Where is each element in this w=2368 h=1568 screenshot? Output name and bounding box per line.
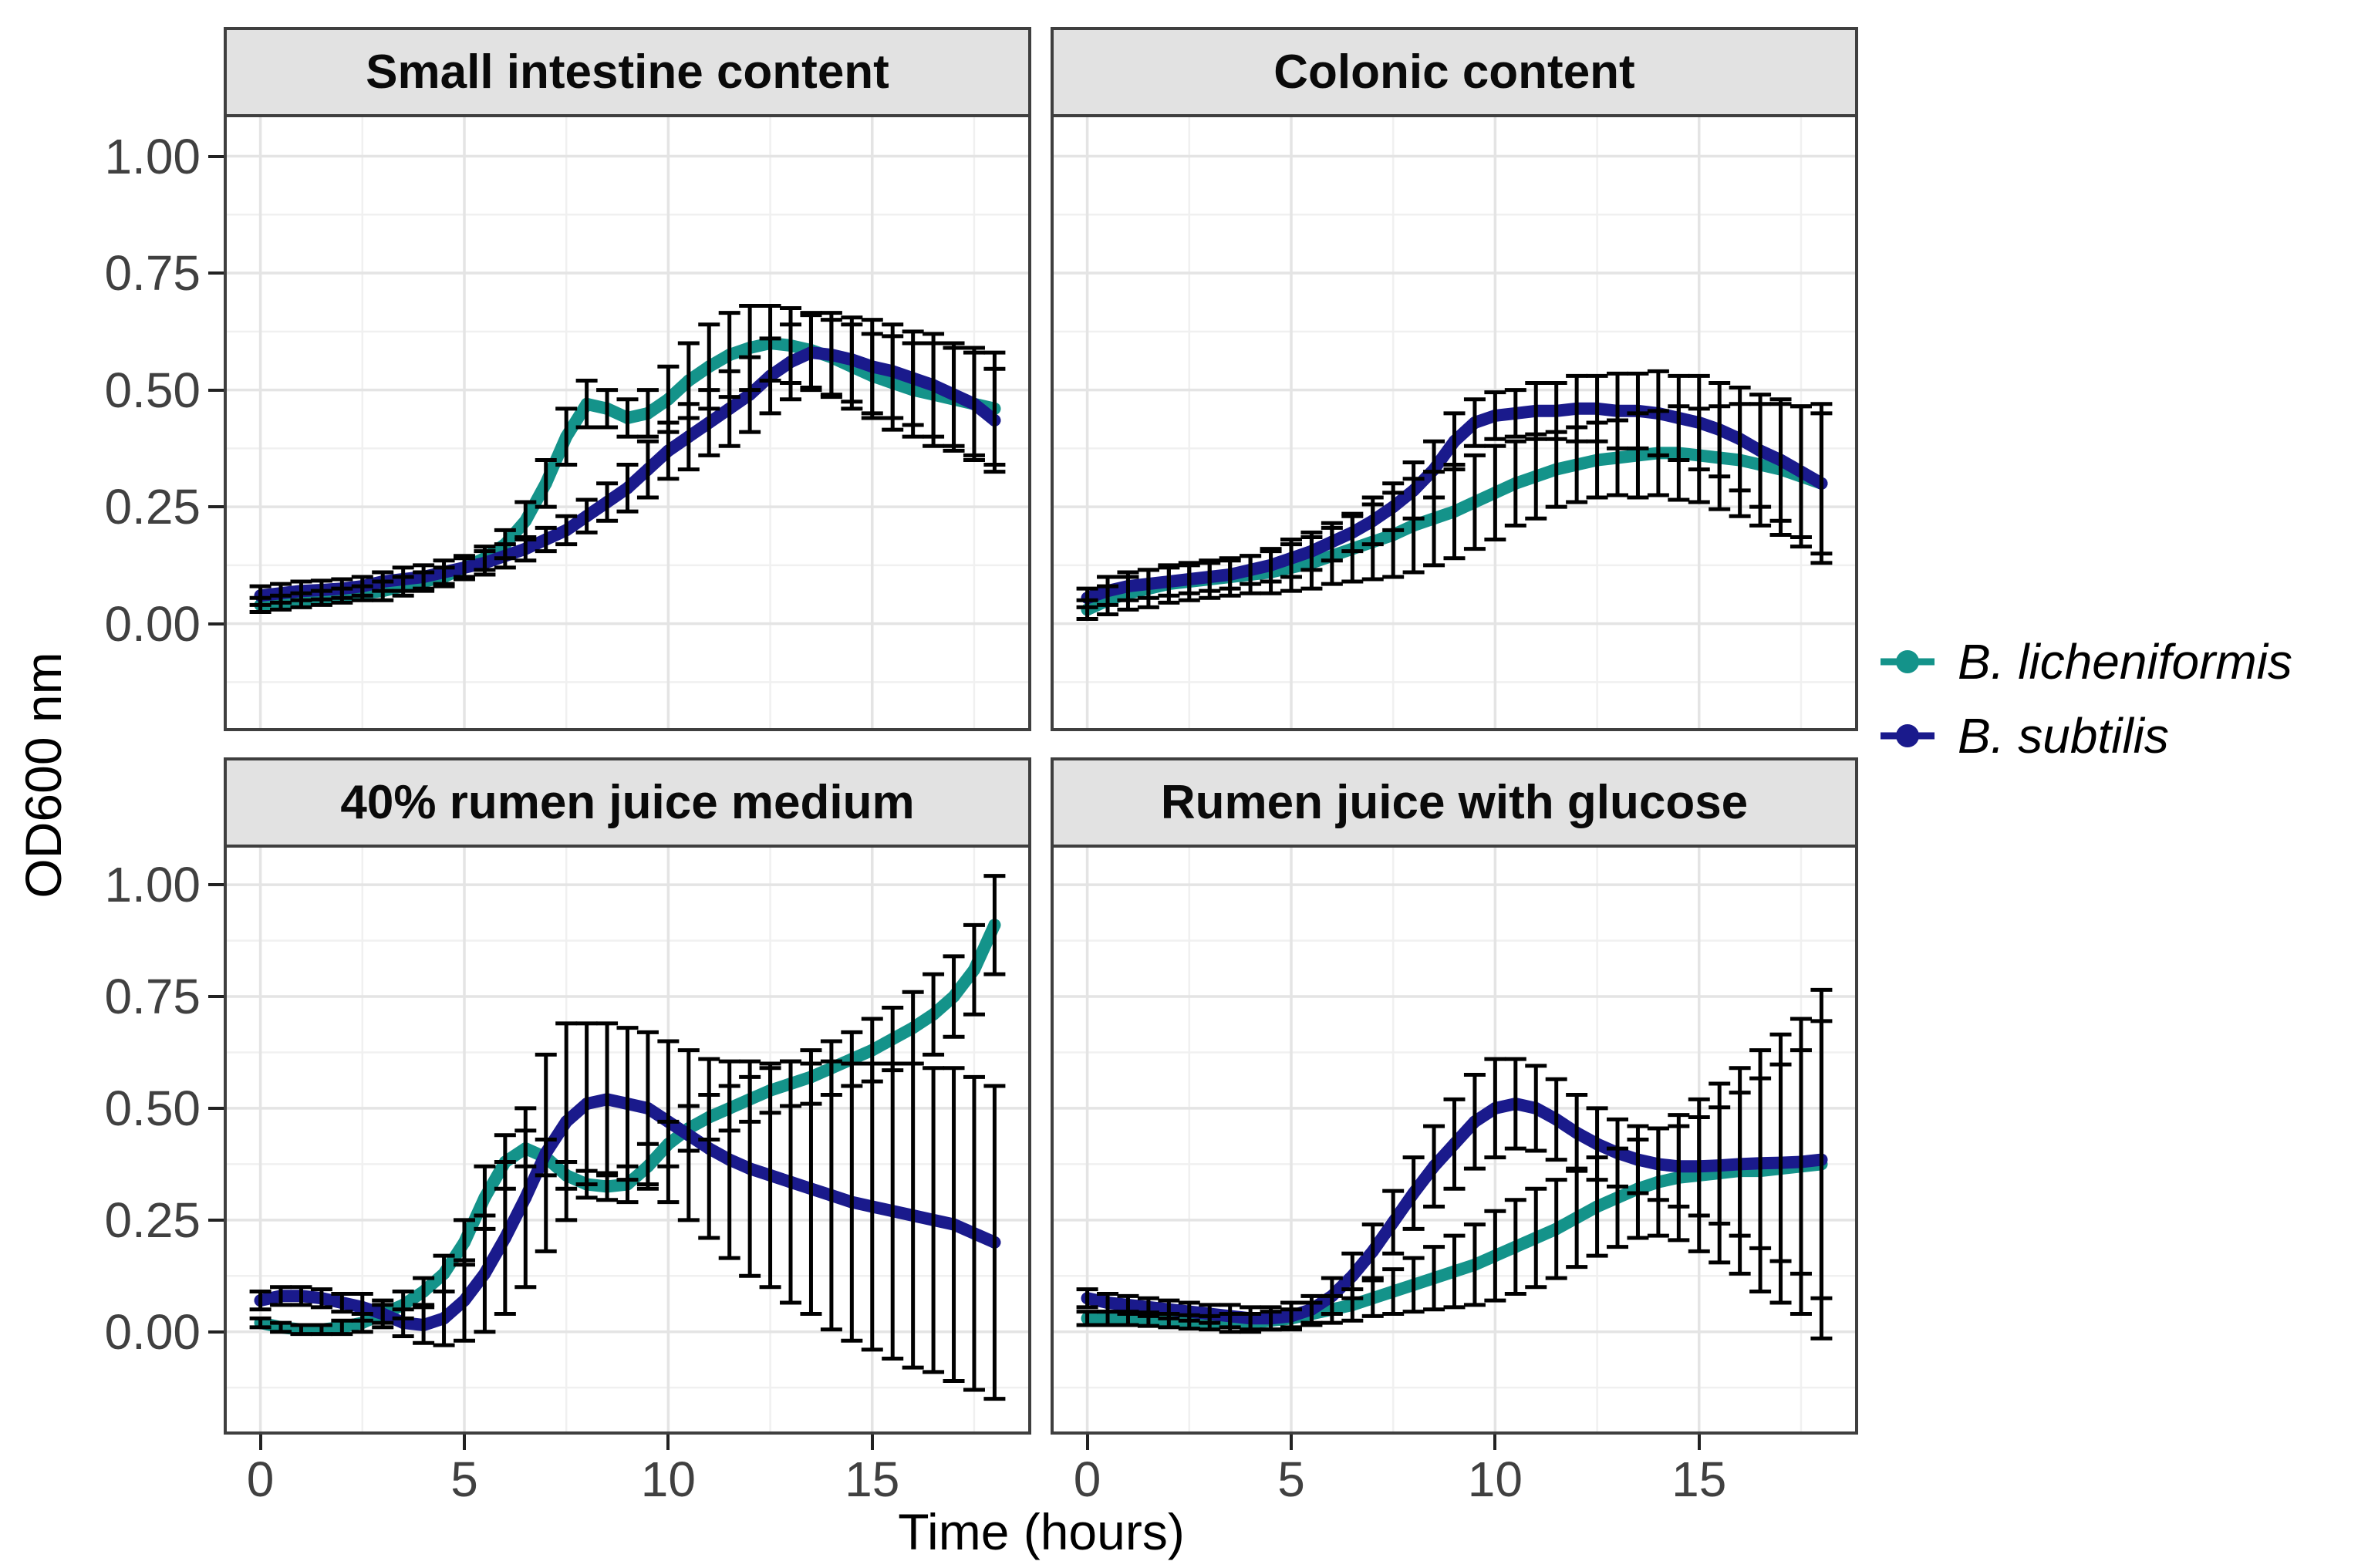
x-tick-label: 15: [845, 1452, 900, 1507]
facet-strip-small-intestine: Small intestine content: [224, 27, 1031, 117]
y-axis-tick: [208, 1218, 224, 1222]
series-errorbars-subtilis: [1076, 1019, 1833, 1332]
y-tick-label: 1.00: [104, 857, 201, 913]
x-tick-label: 5: [1277, 1452, 1305, 1507]
y-axis-tick: [208, 1330, 224, 1334]
legend-label-subtilis: B. subtilis: [1958, 708, 2169, 764]
facet-title: Colonic content: [1273, 46, 1635, 99]
x-axis-tick: [1289, 1435, 1293, 1450]
x-axis-tick: [258, 1435, 262, 1450]
gridlines: [1051, 114, 1858, 731]
panel-small-intestine: [224, 114, 1031, 731]
y-axis-tick: [208, 883, 224, 887]
x-axis-title: Time (hours): [898, 1503, 1185, 1560]
series-errorbars-subtilis: [249, 1021, 1006, 1401]
y-axis-tick: [208, 1106, 224, 1110]
x-axis-tick: [1085, 1435, 1089, 1450]
facet-title: Small intestine content: [366, 46, 889, 99]
x-tick-label: 5: [450, 1452, 478, 1507]
legend-entry-licheniformis: B. licheniformis: [1879, 625, 2292, 699]
x-tick-label: 15: [1671, 1452, 1727, 1507]
legend-entry-subtilis: B. subtilis: [1879, 699, 2169, 773]
x-axis-tick: [666, 1435, 670, 1450]
x-tick-label: 10: [1467, 1452, 1523, 1507]
series-errorbars-subtilis: [1076, 369, 1833, 609]
legend-label-licheniformis: B. licheniformis: [1958, 634, 2292, 690]
x-axis-tick: [870, 1435, 874, 1450]
x-tick-label: 0: [1073, 1452, 1101, 1507]
y-axis-tick: [208, 154, 224, 158]
panel-colonic: [1051, 114, 1858, 731]
y-tick-label: 0.00: [104, 1303, 201, 1360]
facet-title: Rumen juice with glucose: [1160, 776, 1749, 829]
x-axis-tick: [1697, 1435, 1701, 1450]
x-axis-tick: [1493, 1435, 1497, 1450]
legend-key-line-point-icon: [1881, 650, 1935, 673]
y-axis-tick: [208, 622, 224, 626]
series-errorbars-subtilis: [249, 311, 1006, 607]
y-tick-label: 0.00: [104, 595, 201, 652]
y-tick-label: 0.75: [104, 245, 201, 302]
y-axis-tick: [208, 995, 224, 999]
y-tick-label: 0.25: [104, 479, 201, 535]
y-tick-label: 0.50: [104, 362, 201, 418]
x-tick-label: 0: [246, 1452, 275, 1507]
facet-strip-colonic: Colonic content: [1051, 27, 1858, 117]
panel-rumen-juice-glucose: [1051, 845, 1858, 1435]
y-tick-label: 0.75: [104, 969, 201, 1025]
facet-strip-rumen-juice-glucose: Rumen juice with glucose: [1051, 757, 1858, 848]
facet-strip-rumen-juice-medium: 40% rumen juice medium: [224, 757, 1031, 848]
y-axis-tick: [208, 505, 224, 509]
y-tick-label: 1.00: [104, 128, 201, 184]
y-tick-label: 0.50: [104, 1080, 201, 1136]
x-tick-label: 10: [640, 1452, 696, 1507]
x-axis-tick: [462, 1435, 466, 1450]
y-axis-tick: [208, 271, 224, 275]
legend-key-line-point-icon: [1881, 724, 1935, 747]
y-axis-tick: [208, 388, 224, 392]
y-tick-label: 0.25: [104, 1192, 201, 1248]
facet-title: 40% rumen juice medium: [340, 776, 915, 829]
panel-rumen-juice-medium: [224, 845, 1031, 1435]
